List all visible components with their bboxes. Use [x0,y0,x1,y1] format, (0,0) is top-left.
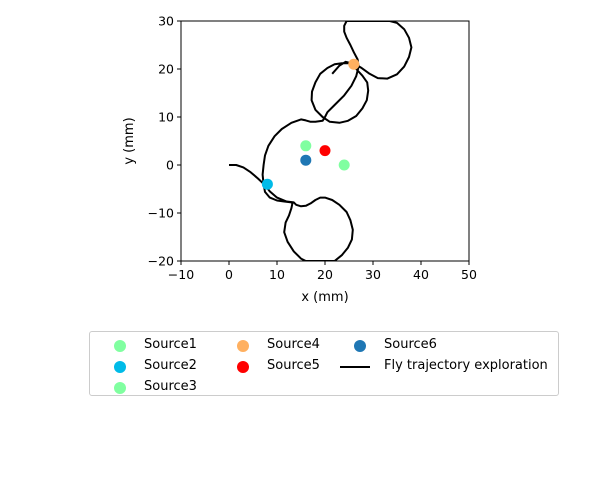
x-tick-label: −10 [168,267,194,282]
legend-label-trajectory: Fly trajectory exploration [384,358,548,373]
x-tick-label: 10 [269,267,285,282]
legend-marker-source4 [223,339,263,353]
legend-marker-source1 [100,339,140,353]
legend-marker-source2 [100,360,140,374]
legend: Source1 Source2 Source3 Source4 Source5 … [89,331,559,396]
point-source2 [261,178,273,190]
x-tick-label: 40 [413,267,429,282]
legend-label-source2: Source2 [144,358,197,373]
y-axis-label: y (mm) [122,117,137,164]
x-tick-label: 30 [365,267,381,282]
x-tick-label: 50 [461,267,477,282]
trajectory-line [229,21,413,261]
legend-label-source6: Source6 [384,337,437,352]
y-tick-label: 10 [158,110,174,125]
point-source3 [338,159,350,171]
x-tick-label: 0 [225,267,233,282]
y-tick-label: −20 [148,254,174,269]
legend-marker-source3 [100,381,140,395]
legend-marker-trajectory [340,360,380,374]
y-tick-label: 0 [166,158,174,173]
axes-frame [180,20,470,262]
legend-label-source1: Source1 [144,337,197,352]
legend-marker-source6 [340,339,380,353]
point-source6 [300,154,312,166]
y-tick-label: −10 [148,206,174,221]
plot-content [229,21,413,261]
legend-label-source3: Source3 [144,379,197,394]
legend-label-source5: Source5 [267,358,320,373]
y-tick-label: 20 [158,62,174,77]
point-source4 [348,58,360,70]
x-axis-label: x (mm) [301,290,348,305]
x-tick-label: 20 [317,267,333,282]
y-tick-label: 30 [158,14,174,29]
legend-label-source4: Source4 [267,337,320,352]
point-source5 [319,145,331,157]
point-source1 [300,140,312,152]
legend-marker-source5 [223,360,263,374]
